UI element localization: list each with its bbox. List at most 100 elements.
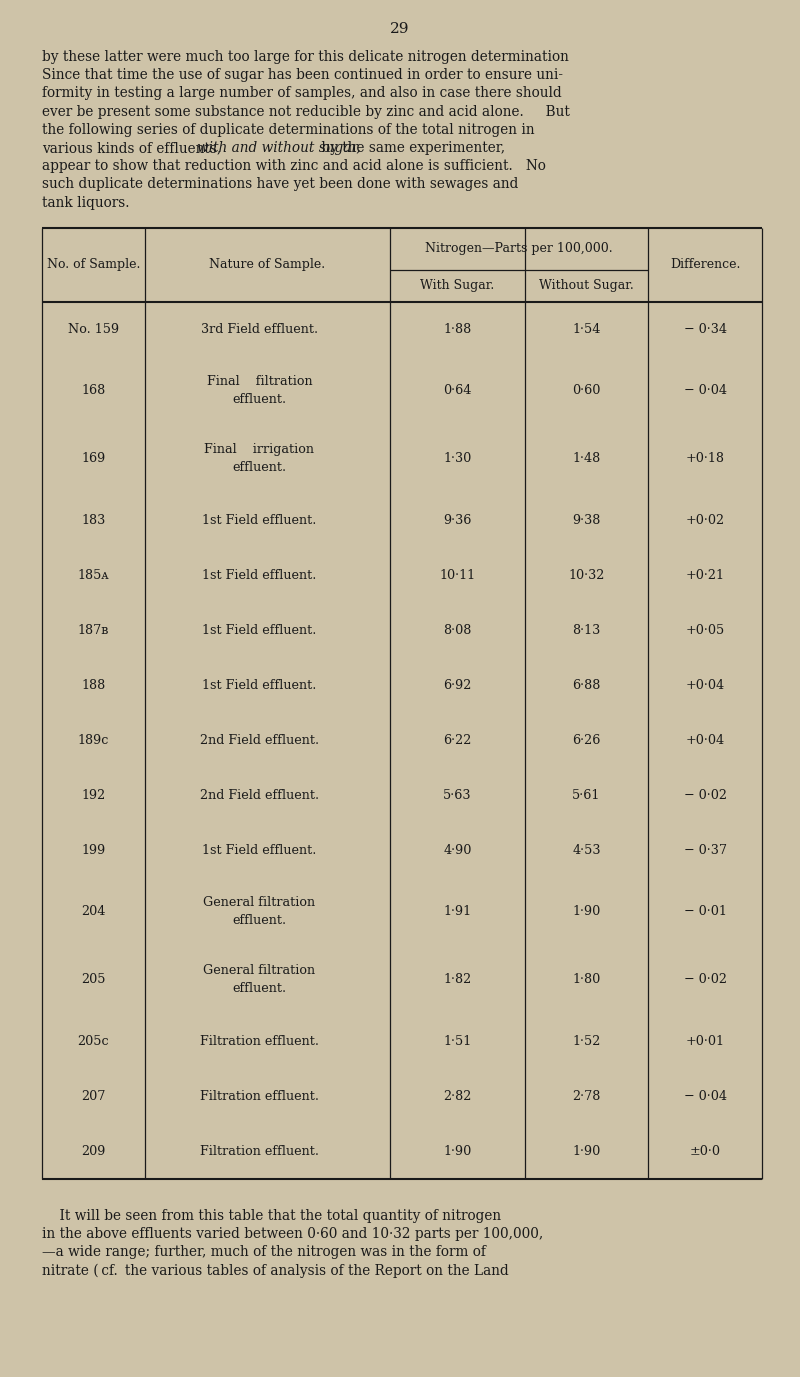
Text: 6·26: 6·26 [572, 734, 601, 746]
Text: 1·90: 1·90 [572, 905, 601, 918]
Text: 1st Field effluent.: 1st Field effluent. [202, 679, 317, 691]
Text: 1st Field effluent.: 1st Field effluent. [202, 569, 317, 582]
Text: 185ᴀ: 185ᴀ [78, 569, 110, 582]
Text: various kinds of effluents,: various kinds of effluents, [42, 140, 226, 156]
Text: 10·11: 10·11 [439, 569, 475, 582]
Text: − 0·02: − 0·02 [683, 974, 726, 986]
Text: 2·82: 2·82 [443, 1089, 472, 1103]
Text: 4·90: 4·90 [443, 844, 472, 856]
Text: 10·32: 10·32 [568, 569, 605, 582]
Text: 4·53: 4·53 [572, 844, 601, 856]
Text: 1·48: 1·48 [572, 452, 601, 465]
Text: +0·04: +0·04 [686, 679, 725, 691]
Text: − 0·02: − 0·02 [683, 789, 726, 801]
Text: Final    filtration: Final filtration [206, 376, 312, 388]
Text: 6·92: 6·92 [443, 679, 472, 691]
Text: 1·30: 1·30 [443, 452, 472, 465]
Text: 1·90: 1·90 [443, 1144, 472, 1158]
Text: 169: 169 [82, 452, 106, 465]
Text: Since that time the use of sugar has been continued in order to ensure uni-: Since that time the use of sugar has bee… [42, 69, 563, 83]
Text: +0·02: +0·02 [686, 514, 725, 527]
Text: nitrate ( cf.  the various tables of analysis of the Report on the Land: nitrate ( cf. the various tables of anal… [42, 1264, 509, 1278]
Text: 8·13: 8·13 [572, 624, 601, 636]
Text: 8·08: 8·08 [443, 624, 472, 636]
Text: 2·78: 2·78 [572, 1089, 601, 1103]
Text: 189c: 189c [78, 734, 109, 746]
Text: 204: 204 [82, 905, 106, 918]
Text: Nitrogen—Parts per 100,000.: Nitrogen—Parts per 100,000. [425, 242, 613, 255]
Text: ±0·0: ±0·0 [690, 1144, 721, 1158]
Text: 1·54: 1·54 [572, 322, 601, 336]
Text: Filtration effluent.: Filtration effluent. [200, 1034, 319, 1048]
Text: 9·38: 9·38 [572, 514, 601, 527]
Text: effluent.: effluent. [233, 394, 286, 406]
Text: effluent.: effluent. [233, 982, 286, 996]
Text: Difference.: Difference. [670, 259, 740, 271]
Text: 3rd Field effluent.: 3rd Field effluent. [201, 322, 318, 336]
Text: 207: 207 [82, 1089, 106, 1103]
Text: formity in testing a large number of samples, and also in case there should: formity in testing a large number of sam… [42, 87, 562, 101]
Text: 199: 199 [82, 844, 106, 856]
Text: General filtration: General filtration [203, 896, 315, 909]
Text: 0·64: 0·64 [443, 384, 472, 398]
Text: +0·05: +0·05 [686, 624, 725, 636]
Text: − 0·04: − 0·04 [683, 1089, 726, 1103]
Text: − 0·34: − 0·34 [683, 322, 726, 336]
Text: 1·82: 1·82 [443, 974, 472, 986]
Text: 209: 209 [82, 1144, 106, 1158]
Text: effluent.: effluent. [233, 461, 286, 474]
Text: the following series of duplicate determinations of the total nitrogen in: the following series of duplicate determ… [42, 123, 534, 136]
Text: 183: 183 [82, 514, 106, 527]
Text: —a wide range; further, much of the nitrogen was in the form of: —a wide range; further, much of the nitr… [42, 1245, 486, 1259]
Text: 1st Field effluent.: 1st Field effluent. [202, 624, 317, 636]
Text: 1·88: 1·88 [443, 322, 472, 336]
Text: +0·04: +0·04 [686, 734, 725, 746]
Text: 6·22: 6·22 [443, 734, 472, 746]
Text: 1·80: 1·80 [572, 974, 601, 986]
Text: +0·18: +0·18 [686, 452, 725, 465]
Text: 2nd Field effluent.: 2nd Field effluent. [200, 789, 319, 801]
Text: 1st Field effluent.: 1st Field effluent. [202, 514, 317, 527]
Text: 188: 188 [82, 679, 106, 691]
Text: 1·51: 1·51 [443, 1034, 472, 1048]
Text: by these latter were much too large for this delicate nitrogen determination: by these latter were much too large for … [42, 50, 569, 63]
Text: It will be seen from this table that the total quantity of nitrogen: It will be seen from this table that the… [42, 1209, 501, 1223]
Text: +0·01: +0·01 [686, 1034, 725, 1048]
Text: 29: 29 [390, 22, 410, 36]
Text: Without Sugar.: Without Sugar. [539, 280, 634, 292]
Text: 187ʙ: 187ʙ [78, 624, 109, 636]
Text: 168: 168 [82, 384, 106, 398]
Text: with and without sugar,: with and without sugar, [197, 140, 361, 156]
Text: 205: 205 [82, 974, 106, 986]
Text: No. of Sample.: No. of Sample. [47, 259, 140, 271]
Text: such duplicate determinations have yet been done with sewages and: such duplicate determinations have yet b… [42, 178, 518, 191]
Text: 6·88: 6·88 [572, 679, 601, 691]
Text: − 0·01: − 0·01 [683, 905, 726, 918]
Text: − 0·04: − 0·04 [683, 384, 726, 398]
Text: 0·60: 0·60 [572, 384, 601, 398]
Text: With Sugar.: With Sugar. [420, 280, 494, 292]
Text: 1st Field effluent.: 1st Field effluent. [202, 844, 317, 856]
Text: Filtration effluent.: Filtration effluent. [200, 1144, 319, 1158]
Text: 1·91: 1·91 [443, 905, 471, 918]
Text: No. 159: No. 159 [68, 322, 119, 336]
Text: 1·52: 1·52 [572, 1034, 601, 1048]
Text: General filtration: General filtration [203, 964, 315, 978]
Text: 205c: 205c [78, 1034, 110, 1048]
Text: appear to show that reduction with zinc and acid alone is sufficient.   No: appear to show that reduction with zinc … [42, 160, 546, 174]
Text: Final    irrigation: Final irrigation [205, 443, 314, 456]
Text: Filtration effluent.: Filtration effluent. [200, 1089, 319, 1103]
Text: 1·90: 1·90 [572, 1144, 601, 1158]
Text: 9·36: 9·36 [443, 514, 472, 527]
Text: +0·21: +0·21 [686, 569, 725, 582]
Text: 2nd Field effluent.: 2nd Field effluent. [200, 734, 319, 746]
Text: ever be present some substance not reducible by zinc and acid alone.     But: ever be present some substance not reduc… [42, 105, 570, 118]
Text: Nature of Sample.: Nature of Sample. [210, 259, 326, 271]
Text: effluent.: effluent. [233, 914, 286, 927]
Text: by the same experimenter,: by the same experimenter, [317, 140, 505, 156]
Text: 5·61: 5·61 [572, 789, 601, 801]
Text: 192: 192 [82, 789, 106, 801]
Text: in the above effluents varied between 0·60 and 10·32 parts per 100,000,: in the above effluents varied between 0·… [42, 1227, 543, 1241]
Text: tank liquors.: tank liquors. [42, 196, 130, 209]
Text: 5·63: 5·63 [443, 789, 472, 801]
